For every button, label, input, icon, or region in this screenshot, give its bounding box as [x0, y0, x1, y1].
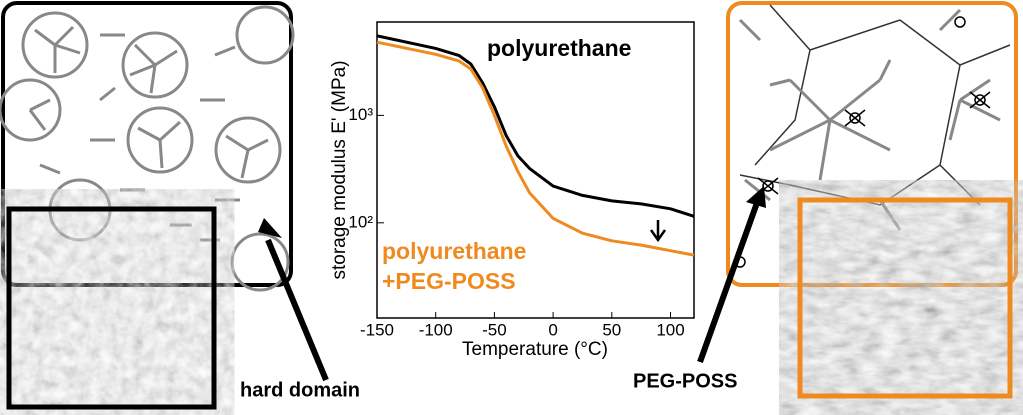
- line: [376, 34, 695, 218]
- micrograph-left: [7, 207, 216, 409]
- annotation: hard domain: [240, 379, 360, 401]
- micrograph-border: [6, 206, 217, 410]
- line: [376, 40, 695, 257]
- y-axis-title: storage modulus E' (MPa): [329, 60, 350, 279]
- legend-entry: polyurethane +PEG-POSS: [382, 238, 527, 294]
- arrow-head: [258, 218, 282, 238]
- chart: Temperature (°C) storage modulus E' (MPa…: [329, 21, 695, 360]
- x-tick-label: 0: [548, 320, 557, 339]
- annotation: PEG-POSS: [633, 370, 737, 392]
- arrow: [649, 220, 667, 243]
- y-tick-label: 10³: [348, 105, 373, 124]
- x-tick-label: -50: [482, 320, 507, 339]
- micrograph-right: [800, 200, 1010, 396]
- plot-frame: [376, 21, 695, 319]
- x-axis-title: Temperature (°C): [462, 339, 608, 360]
- arrow-head: [746, 186, 766, 208]
- legend-entry: polyurethane: [487, 35, 631, 61]
- micrograph-border: [797, 197, 1013, 399]
- x-tick-label: 50: [602, 320, 621, 339]
- x-tick-label: -150: [360, 320, 394, 339]
- arrow: [265, 238, 329, 382]
- x-tick-label: 100: [656, 320, 684, 339]
- x-tick-label: -100: [419, 320, 453, 339]
- y-tick-label: 10²: [348, 212, 373, 231]
- arrow: [697, 198, 761, 364]
